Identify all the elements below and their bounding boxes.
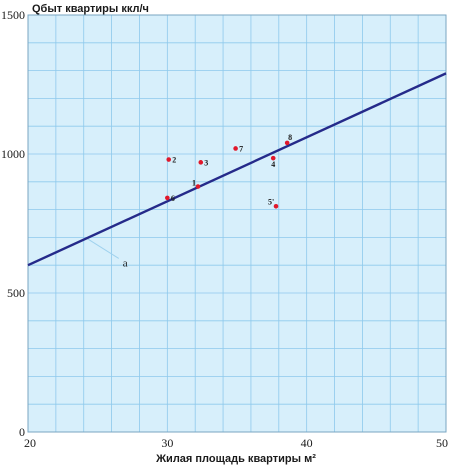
x-tick-label: 30 (161, 436, 173, 450)
data-point (273, 203, 279, 209)
data-points: 1 2 3 4 5' 6 7 8 (165, 133, 292, 209)
y-tick-label: 1000 (1, 147, 25, 161)
data-point (195, 184, 201, 189)
data-point-label: 1 (192, 179, 196, 188)
x-tick-label: 50 (436, 436, 448, 450)
data-point (270, 155, 276, 161)
grid (27, 14, 447, 433)
x-tick-label: 20 (24, 436, 36, 450)
data-point-label: 5' (268, 197, 274, 206)
y-tick-label: 500 (7, 286, 25, 300)
x-tick-label: 40 (301, 436, 313, 450)
data-point-label: 7 (239, 144, 243, 153)
plot-border (27, 14, 447, 433)
trend-line-leader (86, 237, 120, 259)
y-tick-label: 1500 (1, 8, 25, 22)
y-tick-labels: 1500 1000 500 0 (1, 8, 25, 439)
data-point-label: 4 (271, 160, 275, 169)
data-point (198, 160, 204, 165)
data-point (166, 157, 172, 162)
data-point-label: 8 (288, 133, 292, 142)
data-point-label: 3 (204, 158, 208, 167)
data-point (165, 195, 170, 201)
data-point-label: 2 (172, 156, 176, 165)
plot-area (28, 15, 446, 432)
x-tick-labels: 20 30 40 50 (24, 436, 448, 450)
x-axis-title: Жилая площадь квартиры м² (155, 453, 316, 465)
data-point (284, 140, 290, 146)
y-axis-title: Qбыт квартиры ккл/ч (32, 3, 149, 15)
data-point (233, 146, 238, 151)
trend-line-label: а (123, 257, 128, 269)
data-point-label: 6 (171, 194, 175, 203)
trend-line-a (27, 72, 447, 267)
y-tick-label: 0 (19, 425, 25, 439)
